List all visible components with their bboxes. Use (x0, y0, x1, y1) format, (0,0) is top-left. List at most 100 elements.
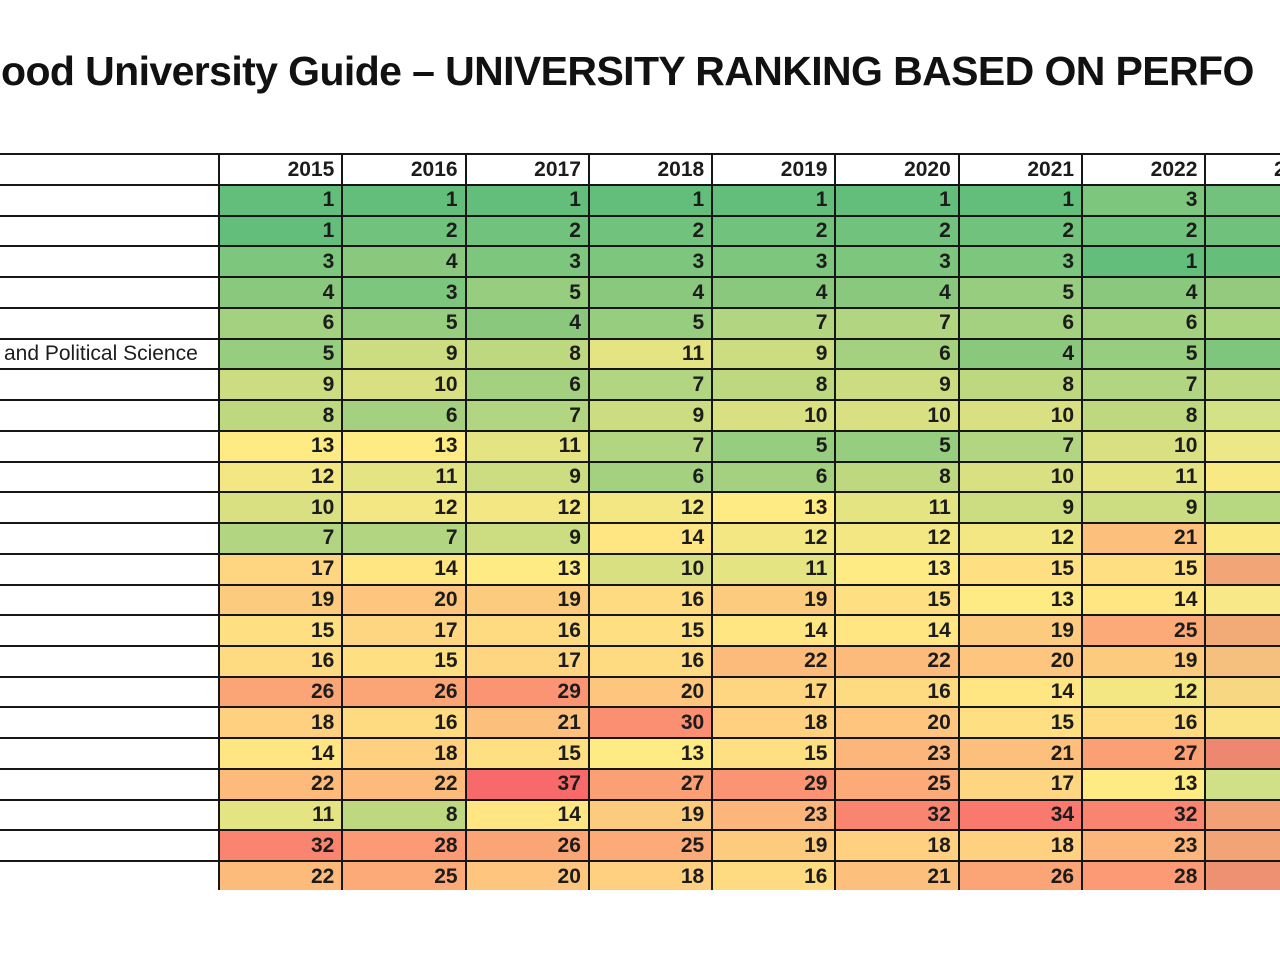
row-label-cell[interactable] (0, 276, 218, 307)
rank-cell[interactable]: 12 (218, 460, 342, 492)
rank-cell[interactable]: 5 (1081, 337, 1205, 369)
corner-cell[interactable] (0, 153, 218, 184)
rank-cell[interactable]: 14 (711, 614, 835, 646)
rank-cell[interactable]: 7 (341, 522, 465, 553)
rank-cell[interactable]: 13 (711, 491, 835, 523)
rank-cell[interactable]: 3 (464, 245, 588, 277)
rank-cell[interactable]: 7 (711, 306, 835, 338)
rank-cell[interactable]: 19 (587, 798, 712, 830)
year-header-2017[interactable]: 2017 (464, 153, 588, 184)
rank-cell[interactable]: 5 (341, 306, 465, 338)
rank-cell[interactable]: 5 (464, 276, 588, 307)
row-label-cell[interactable] (0, 829, 218, 861)
rank-cell[interactable]: 3 (1081, 184, 1205, 215)
rank-cell[interactable]: 28 (341, 829, 465, 861)
year-header-2023[interactable]: 2023 (1204, 153, 1280, 184)
rank-cell[interactable]: 26 (464, 829, 588, 861)
rank-cell[interactable]: 11 (711, 552, 835, 584)
rank-cell[interactable]: 5 (834, 429, 958, 461)
rank-cell[interactable]: 22 (711, 645, 835, 676)
rank-cell[interactable]: 5 (218, 337, 342, 369)
rank-cell[interactable]: 14 (1081, 583, 1205, 615)
rank-cell[interactable]: 6 (834, 337, 958, 369)
rank-cell[interactable]: 14 (464, 798, 588, 830)
rank-cell[interactable]: 2 (711, 214, 835, 246)
rank-cell-next-year[interactable] (1204, 860, 1280, 890)
rank-cell[interactable]: 1 (341, 184, 465, 215)
rank-cell[interactable]: 6 (341, 399, 465, 430)
rank-cell[interactable]: 10 (218, 491, 342, 523)
rank-cell[interactable]: 6 (218, 306, 342, 338)
rank-cell[interactable]: 15 (218, 614, 342, 646)
rank-cell[interactable]: 16 (218, 645, 342, 676)
rank-cell-next-year[interactable] (1204, 491, 1280, 523)
rank-cell-next-year[interactable] (1204, 337, 1280, 369)
rank-cell[interactable]: 20 (834, 706, 958, 738)
rank-cell-next-year[interactable] (1204, 522, 1280, 553)
rank-cell[interactable]: 11 (464, 429, 588, 461)
rank-cell[interactable]: 13 (957, 583, 1082, 615)
rank-cell[interactable]: 21 (464, 706, 588, 738)
rank-cell-next-year[interactable] (1204, 645, 1280, 676)
year-header-2016[interactable]: 2016 (341, 153, 465, 184)
rank-cell[interactable]: 4 (1081, 276, 1205, 307)
rank-cell[interactable]: 13 (464, 552, 588, 584)
rank-cell[interactable]: 37 (464, 767, 588, 799)
rank-cell[interactable]: 14 (957, 675, 1082, 707)
rank-cell-next-year[interactable] (1204, 184, 1280, 215)
rank-cell[interactable]: 4 (218, 276, 342, 307)
rank-cell[interactable]: 6 (587, 460, 712, 492)
rank-cell[interactable]: 13 (1081, 767, 1205, 799)
rank-cell[interactable]: 2 (1081, 214, 1205, 246)
rank-cell[interactable]: 6 (957, 306, 1082, 338)
rank-cell[interactable]: 15 (957, 706, 1082, 738)
rank-cell[interactable]: 21 (834, 860, 958, 890)
rank-cell[interactable]: 1 (464, 184, 588, 215)
rank-cell[interactable]: 29 (464, 675, 588, 707)
row-label-cell[interactable] (0, 860, 218, 890)
rank-cell[interactable]: 15 (957, 552, 1082, 584)
rank-cell-next-year[interactable] (1204, 829, 1280, 861)
rank-cell[interactable]: 8 (957, 368, 1082, 400)
rank-cell[interactable]: 8 (218, 399, 342, 430)
rank-cell[interactable]: 22 (341, 767, 465, 799)
rank-cell[interactable]: 9 (341, 337, 465, 369)
year-header-2019[interactable]: 2019 (711, 153, 835, 184)
rank-cell[interactable]: 14 (341, 552, 465, 584)
rank-cell[interactable]: 10 (957, 460, 1082, 492)
row-label-cell[interactable] (0, 737, 218, 768)
rank-cell[interactable]: 9 (587, 399, 712, 430)
rank-cell[interactable]: 21 (1081, 522, 1205, 553)
rank-cell[interactable]: 6 (711, 460, 835, 492)
rank-cell[interactable]: 18 (587, 860, 712, 890)
rank-cell[interactable]: 22 (834, 645, 958, 676)
rank-cell-next-year[interactable] (1204, 737, 1280, 768)
rank-cell[interactable]: 8 (464, 337, 588, 369)
rank-cell[interactable]: 20 (464, 860, 588, 890)
rank-cell[interactable]: 1 (218, 184, 342, 215)
rank-cell[interactable]: 17 (218, 552, 342, 584)
rank-cell[interactable]: 4 (587, 276, 712, 307)
rank-cell[interactable]: 15 (587, 614, 712, 646)
rank-cell[interactable]: 21 (957, 737, 1082, 768)
rank-cell[interactable]: 7 (464, 399, 588, 430)
rank-cell[interactable]: 15 (341, 645, 465, 676)
rank-cell[interactable]: 16 (587, 645, 712, 676)
rank-cell[interactable]: 4 (341, 245, 465, 277)
rank-cell-next-year[interactable] (1204, 767, 1280, 799)
row-label-cell[interactable] (0, 245, 218, 277)
rank-cell[interactable]: 9 (464, 522, 588, 553)
rank-cell[interactable]: 3 (957, 245, 1082, 277)
rank-cell[interactable]: 8 (834, 460, 958, 492)
rank-cell[interactable]: 3 (341, 276, 465, 307)
rank-cell-next-year[interactable] (1204, 368, 1280, 400)
rank-cell[interactable]: 17 (341, 614, 465, 646)
rank-cell[interactable]: 1 (1081, 245, 1205, 277)
rank-cell[interactable]: 30 (587, 706, 712, 738)
rank-cell[interactable]: 19 (464, 583, 588, 615)
rank-cell[interactable]: 23 (834, 737, 958, 768)
rank-cell[interactable]: 3 (711, 245, 835, 277)
rank-cell[interactable]: 7 (957, 429, 1082, 461)
rank-cell[interactable]: 9 (711, 337, 835, 369)
rank-cell[interactable]: 7 (587, 368, 712, 400)
